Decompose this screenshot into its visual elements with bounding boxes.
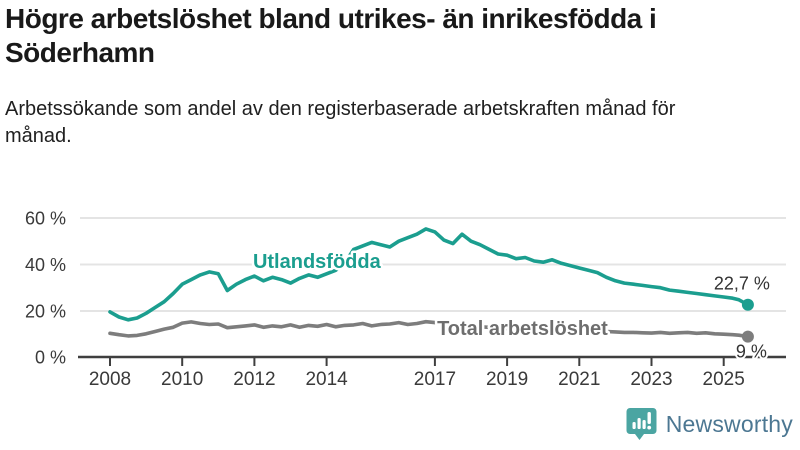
chart-subtitle: Arbetssökande som andel av den registerb… (5, 98, 676, 148)
x-axis-labels: 2008 2010 2012 2014 2017 2019 2021 2023 2025 (89, 369, 745, 390)
svg-text:2012: 2012 (233, 369, 275, 390)
brand-name: Newsworthy (665, 410, 793, 437)
svg-text:2014: 2014 (305, 369, 348, 390)
gridlines (80, 216, 786, 312)
page-title: Högre arbetslöshet bland utrikes- än inr… (5, 3, 657, 69)
svg-text:2025: 2025 (703, 369, 745, 390)
svg-text:2023: 2023 (630, 369, 672, 390)
svg-text:20 %: 20 % (25, 301, 66, 321)
svg-text:2008: 2008 (89, 369, 131, 390)
svg-text:2010: 2010 (161, 369, 203, 390)
series-line-0 (108, 227, 750, 322)
svg-text:2019: 2019 (486, 369, 528, 390)
series-end-dot-1 (741, 330, 754, 343)
chart-header: Högre arbetslöshet bland utrikes- än inr… (5, 2, 767, 150)
series-end-dot-0 (741, 298, 754, 311)
series-label-0: Utlandsfödda (253, 251, 382, 273)
svg-text:2021: 2021 (558, 369, 600, 390)
svg-text:40 %: 40 % (25, 255, 66, 275)
svg-text:60 %: 60 % (25, 208, 66, 228)
x-axis-ticks (109, 357, 725, 366)
series-label-1: Total arbetslöshet (437, 318, 608, 340)
newsworthy-logo: Newsworthy (626, 407, 793, 441)
series-end-label-0: 22,7 % (714, 274, 770, 294)
svg-text:2017: 2017 (414, 369, 456, 390)
y-axis-labels: 0 % 20 % 40 % 60 % (25, 208, 66, 367)
series-line-1 (108, 319, 750, 339)
series-end-label-1: 9 % (736, 342, 767, 362)
svg-text:0 %: 0 % (35, 348, 66, 368)
newsworthy-chart-bubble-icon (626, 408, 657, 440)
